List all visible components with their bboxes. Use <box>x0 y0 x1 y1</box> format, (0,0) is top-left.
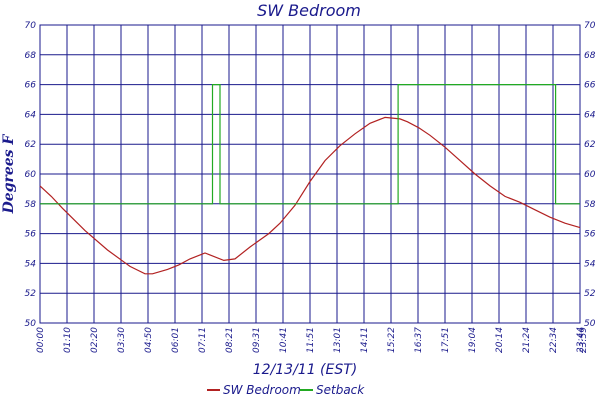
y-tick-label-right: 68 <box>584 51 596 61</box>
y-tick-label: 58 <box>25 200 37 210</box>
x-tick-label: 23:59 <box>579 327 589 353</box>
x-tick-label: 21:24 <box>522 327 532 353</box>
series-layer <box>39 84 581 275</box>
y-axis-label: Degrees F <box>1 134 17 215</box>
y-tick-label-right: 64 <box>584 110 596 120</box>
y-tick-label-right: 50 <box>584 319 596 329</box>
y-tick-label: 66 <box>25 81 37 91</box>
x-tick-label: 01:10 <box>63 327 73 353</box>
y-tick-label-right: 62 <box>584 140 596 150</box>
series-line-2 <box>40 84 580 205</box>
y-tick-label: 56 <box>25 230 37 240</box>
y-tick-label-right: 60 <box>584 170 596 180</box>
x-tick-label: 14:11 <box>360 327 370 353</box>
x-tick-label: 10:41 <box>279 327 289 353</box>
y-tick-label: 50 <box>25 319 37 329</box>
x-tick-label: 08:21 <box>225 327 235 353</box>
x-tick-label: 02:20 <box>90 327 100 353</box>
x-tick-label: 22:34 <box>549 327 559 353</box>
legend: SW Bedroom Setback <box>207 383 365 397</box>
y-tick-label-right: 58 <box>584 200 596 210</box>
x-tick-label: 13:01 <box>333 327 343 353</box>
x-tick-label: 20:14 <box>495 327 505 353</box>
grid <box>39 24 581 324</box>
x-tick-label: 00:00 <box>36 327 46 353</box>
x-tick-label: 15:22 <box>387 327 397 353</box>
x-tick-label: 07:11 <box>198 327 208 353</box>
x-tick-label: 09:31 <box>252 327 262 353</box>
chart-title: SW Bedroom <box>257 1 361 20</box>
x-tick-labels: 00:00 01:10 02:20 03:30 04:50 06:01 07:11 08:21… <box>36 327 589 353</box>
series-line-1 <box>39 116 581 275</box>
x-tick-label: 23:44 <box>576 327 586 353</box>
y-tick-labels-right: 50 52 54 56 58 60 62 64 66 68 70 <box>584 21 596 329</box>
x-tick-label: 19:04 <box>468 327 478 353</box>
x-tick-label: 03:30 <box>117 327 127 353</box>
y-tick-label-right: 70 <box>584 21 596 31</box>
y-tick-label-right: 54 <box>584 259 596 269</box>
y-tick-labels-left: 50 52 54 56 58 60 62 64 66 68 70 <box>25 21 37 329</box>
y-tick-label: 64 <box>25 110 37 120</box>
legend-label: SW Bedroom <box>223 383 301 397</box>
y-tick-label: 62 <box>25 140 37 150</box>
y-tick-label-right: 52 <box>584 289 596 299</box>
y-tick-label-right: 66 <box>584 81 596 91</box>
y-tick-label: 68 <box>25 51 37 61</box>
y-tick-label: 70 <box>25 21 37 31</box>
x-tick-label: 11:51 <box>306 327 316 353</box>
y-tick-label: 54 <box>25 259 37 269</box>
x-tick-label: 06:01 <box>171 327 181 353</box>
y-tick-label: 60 <box>25 170 37 180</box>
x-tick-label: 16:37 <box>414 327 424 353</box>
x-axis-label: 12/13/11 (EST) <box>253 362 358 378</box>
y-tick-label-right: 56 <box>584 230 596 240</box>
y-tick-label: 52 <box>25 289 37 299</box>
legend-label: Setback <box>316 383 365 397</box>
x-tick-label: 04:50 <box>144 327 154 353</box>
plot-frame <box>39 24 581 324</box>
x-tick-label: 17:51 <box>441 327 451 353</box>
